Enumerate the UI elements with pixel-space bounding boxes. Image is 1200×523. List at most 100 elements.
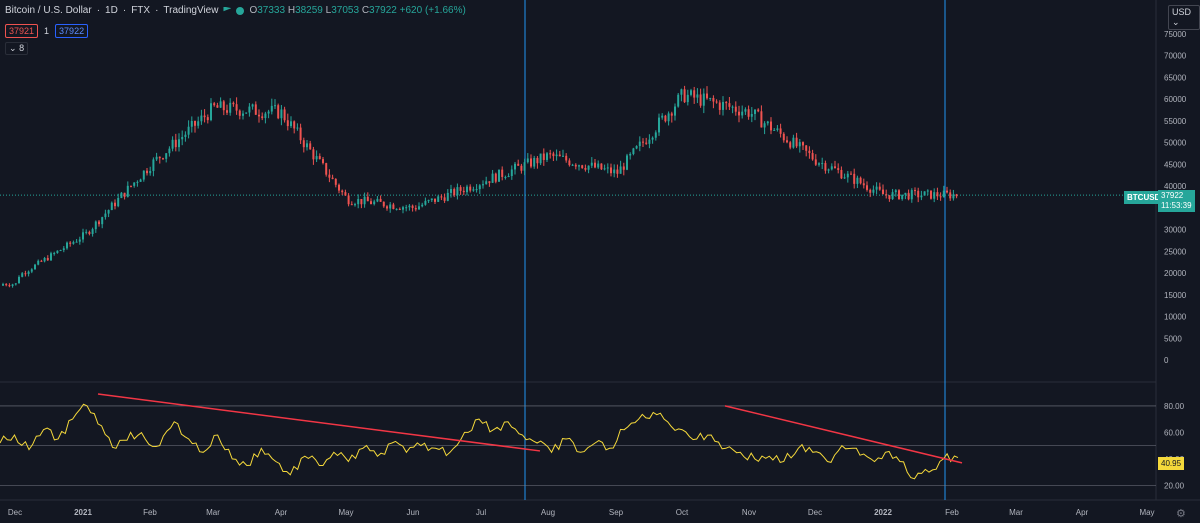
candle-body	[594, 162, 596, 168]
exchange-label: FTX	[131, 5, 151, 16]
candle-body	[430, 198, 433, 201]
candle-body	[670, 113, 673, 116]
candle-body	[190, 120, 193, 127]
candle-body	[523, 162, 526, 171]
candle-body	[334, 178, 337, 185]
flag-icon[interactable]	[223, 6, 232, 12]
candle-body	[280, 109, 283, 119]
candle-body	[552, 153, 555, 157]
time-tick-label: Nov	[742, 508, 756, 517]
rsi-tick-label: 80.00	[1164, 402, 1185, 411]
candle-body	[274, 105, 276, 107]
rsi-tick-label: 20.00	[1164, 481, 1185, 490]
interval-label[interactable]: 1D	[105, 5, 118, 16]
candle-body	[184, 134, 187, 137]
candle-body	[520, 165, 523, 171]
candle-body	[85, 231, 88, 233]
candle-body	[882, 189, 884, 195]
candle-body	[245, 112, 248, 114]
candle-body	[232, 102, 235, 105]
open-value: 37333	[257, 5, 286, 16]
sell-button[interactable]: 37921	[5, 24, 39, 38]
candle-body	[136, 181, 139, 183]
candle-body	[680, 89, 683, 95]
candle-body	[459, 187, 462, 191]
candle-body	[392, 204, 395, 210]
buy-button[interactable]: 37922	[55, 24, 89, 38]
candle-body	[488, 181, 491, 183]
candle-body	[229, 102, 232, 113]
candle-body	[558, 154, 561, 157]
candle-body	[638, 141, 641, 147]
time-tick-label: Feb	[143, 508, 157, 517]
candle-body	[440, 196, 443, 198]
candle-body	[216, 105, 219, 108]
candle-body	[469, 186, 472, 191]
spread-value: 1	[44, 26, 50, 36]
last-price-value: 37922	[1161, 191, 1184, 200]
currency-button[interactable]: USD ⌄	[1168, 5, 1200, 30]
price-tick-label: 55000	[1164, 117, 1187, 126]
candle-body	[27, 271, 30, 274]
candle-body	[568, 160, 571, 166]
candle-body	[437, 196, 440, 202]
candle-body	[475, 189, 478, 191]
candle-body	[744, 109, 747, 112]
candle-body	[514, 163, 516, 170]
candle-body	[203, 115, 206, 118]
candle-body	[498, 169, 500, 182]
candle-body	[715, 101, 718, 103]
candle-body	[613, 169, 616, 174]
candle-body	[283, 109, 286, 121]
candle-body	[72, 242, 75, 244]
price-tick-label: 45000	[1164, 160, 1187, 169]
candle-body	[485, 181, 488, 185]
price-tick-label: 75000	[1164, 30, 1187, 39]
candle-body	[837, 168, 840, 170]
candle-body	[834, 166, 836, 169]
candle-body	[683, 89, 686, 103]
candle-body	[43, 258, 46, 262]
candle-body	[507, 176, 510, 178]
candle-body	[616, 169, 619, 174]
price-tick-label: 0	[1164, 356, 1169, 365]
candle-body	[56, 250, 59, 254]
candle-body	[933, 192, 936, 199]
candle-body	[843, 177, 846, 179]
candle-body	[827, 169, 830, 171]
candle-body	[344, 192, 347, 196]
candle-body	[818, 163, 820, 165]
candle-body	[504, 176, 507, 178]
candle-body	[165, 153, 168, 159]
candle-body	[126, 185, 129, 197]
price-tick-label: 15000	[1164, 291, 1187, 300]
candle-body	[699, 94, 702, 106]
candle-body	[110, 202, 113, 211]
candle-body	[414, 208, 417, 210]
candle-body	[466, 186, 468, 193]
candle-body	[517, 163, 520, 166]
time-tick-label: 2021	[74, 508, 92, 517]
candle-body	[917, 190, 920, 198]
candle-body	[584, 167, 587, 170]
candle-body	[648, 139, 651, 144]
candle-body	[2, 284, 4, 286]
candle-body	[402, 207, 404, 210]
candle-body	[565, 155, 568, 161]
time-axis: Dec 2021 Feb Mar Apr May Jun Jul Aug Sep Oct Nov Dec…	[8, 508, 1155, 517]
close-key: C	[361, 5, 370, 16]
gear-icon[interactable]: ⚙	[1176, 508, 1186, 520]
candle-body	[907, 192, 910, 200]
candle-body	[626, 155, 628, 170]
candle-body	[264, 113, 267, 119]
candle-body	[850, 173, 852, 175]
candle-body	[770, 121, 772, 131]
collapse-indicators-button[interactable]: ⌄ 8	[5, 42, 29, 55]
candle-body	[773, 129, 776, 131]
candle-body	[258, 114, 260, 117]
symbol-title[interactable]: Bitcoin / U.S. Dollar	[5, 5, 92, 16]
candle-body	[766, 121, 769, 124]
candle-body	[590, 162, 593, 166]
candle-body	[194, 120, 196, 126]
